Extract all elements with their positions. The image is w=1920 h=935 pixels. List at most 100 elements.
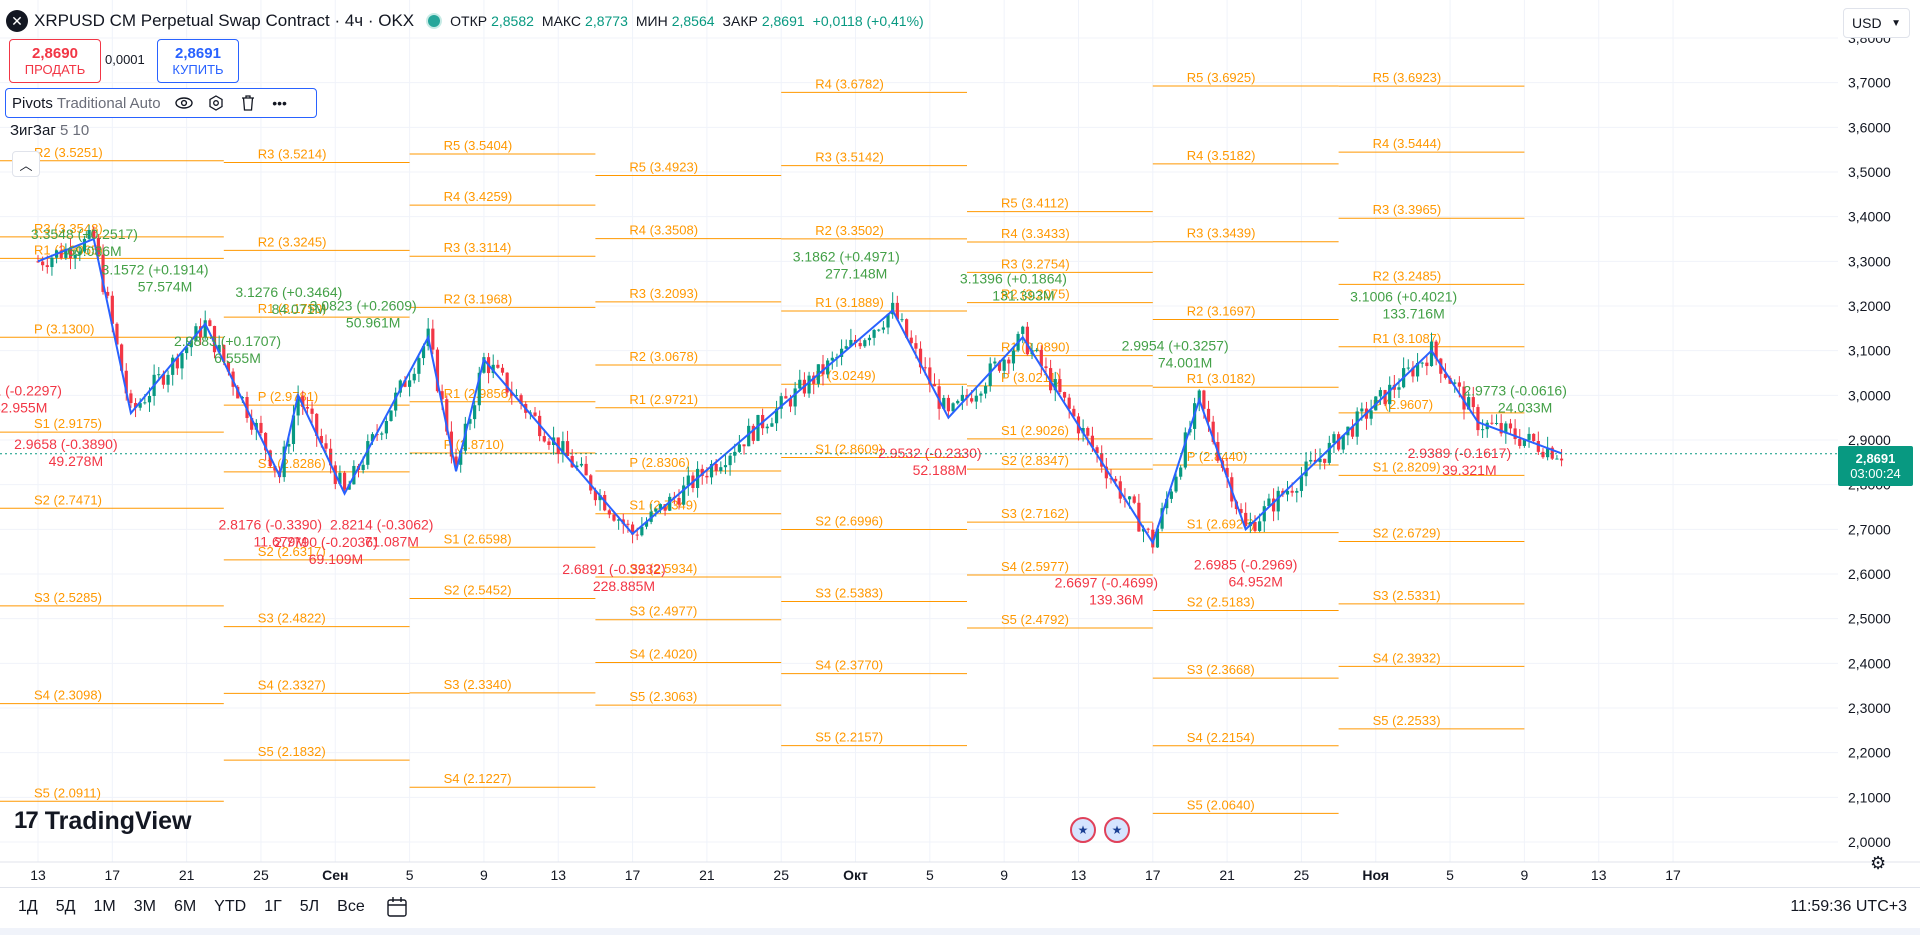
date-range-icon[interactable] — [385, 896, 411, 918]
candle-body — [705, 475, 709, 478]
zigzag-volume-label: 50.961M — [346, 314, 400, 330]
pivot-label: S5 (2.2533) — [1373, 713, 1441, 728]
candle-body — [900, 319, 904, 321]
timeframe-all[interactable]: Все — [337, 898, 365, 915]
candle-body — [459, 450, 463, 465]
candle-body — [68, 248, 73, 259]
timeframe-5d[interactable]: 5Д — [55, 898, 76, 915]
candle-body — [519, 395, 523, 404]
timeframe-ytd[interactable]: YTD — [214, 898, 247, 915]
candle-body — [1559, 458, 1564, 461]
candle-body — [1090, 435, 1095, 448]
pivot-label: S2 (2.6317) — [258, 544, 326, 559]
timeframe-1m[interactable]: 1М — [93, 898, 116, 915]
candle-body — [877, 329, 881, 331]
pivot-label: S2 (2.6729) — [1373, 525, 1441, 540]
y-tick-label: 2,7000 — [1848, 521, 1891, 537]
candle-body — [133, 403, 138, 408]
currency-selector[interactable]: USD ▼ — [1843, 8, 1910, 38]
candle-body — [547, 441, 551, 446]
pivot-label: S4 (2.3327) — [258, 677, 326, 692]
horizontal-scrollbar[interactable] — [0, 928, 1920, 935]
candle-body — [988, 363, 992, 386]
candle-body — [891, 302, 895, 315]
buy-button[interactable]: 2,8691 КУПИТЬ — [157, 39, 239, 83]
candle-body — [1100, 453, 1104, 467]
pivot-label: S1 (2.6598) — [444, 531, 512, 546]
x-tick-label: Сен — [322, 867, 348, 883]
indicator-params: Traditional Auto — [56, 94, 161, 112]
candle-body — [993, 361, 997, 364]
timeframe-1y[interactable]: 1Г — [264, 898, 282, 915]
timeframe-5y[interactable]: 5Л — [299, 898, 320, 915]
us-flag-icon[interactable]: ★ — [1104, 817, 1130, 843]
candle-body — [905, 319, 909, 338]
pivot-label: S4 (2.2154) — [1187, 730, 1255, 745]
market-status-icon[interactable] — [428, 15, 441, 27]
candle-body — [1555, 458, 1559, 460]
clock[interactable]: 11:59:36 UTC+3 — [1790, 898, 1907, 915]
candle-body — [1518, 439, 1522, 446]
candle-body — [584, 463, 588, 476]
candle-body — [1550, 447, 1554, 459]
candle-body — [389, 410, 393, 422]
x-tick-label: 9 — [480, 867, 488, 883]
candle-body — [630, 524, 635, 535]
low-value: 2,8564 — [671, 13, 715, 29]
candle-body — [1021, 326, 1025, 334]
x-tick-label: 25 — [773, 867, 789, 883]
collapse-indicators-button[interactable]: ︿ — [12, 151, 40, 177]
candle-body — [175, 357, 179, 369]
candle-body — [222, 344, 226, 362]
chart-settings-icon[interactable]: ⚙ — [1870, 853, 1887, 873]
candle-body — [1462, 386, 1466, 410]
pivot-label: S2 (2.8347) — [1001, 453, 1069, 468]
candle-body — [1179, 467, 1183, 477]
pivot-label: R4 (3.3433) — [1001, 226, 1070, 241]
candle-body — [682, 485, 686, 505]
candle-body — [473, 405, 477, 420]
candle-body — [1155, 528, 1160, 548]
candle-body — [115, 323, 119, 345]
candle-body — [82, 238, 87, 252]
timeframe-1d[interactable]: 1Д — [18, 898, 38, 915]
candle-body — [1527, 433, 1531, 440]
symbol-title[interactable]: XRPUSD CM Perpetual Swap Contract · 4ч ·… — [34, 11, 415, 30]
eye-icon[interactable] — [171, 92, 197, 114]
candle-body — [668, 496, 672, 511]
settings-icon[interactable] — [203, 92, 229, 114]
pivot-label: S5 (2.1832) — [258, 744, 326, 759]
candle-body — [366, 441, 370, 465]
candle-body — [87, 230, 91, 239]
candle-body — [932, 384, 937, 387]
candle-body — [895, 302, 899, 320]
indicator-pivots[interactable]: Pivots Traditional Auto ••• — [5, 88, 317, 118]
candle-body — [212, 325, 217, 353]
timeframe-3m[interactable]: 3М — [133, 898, 156, 915]
more-icon[interactable]: ••• — [272, 95, 287, 111]
candle-body — [1397, 387, 1401, 390]
candle-body — [575, 465, 579, 468]
timeframe-6m[interactable]: 6М — [173, 898, 197, 915]
candle-body — [886, 314, 890, 328]
candle-body — [1127, 496, 1132, 500]
sell-button[interactable]: 2,8690 ПРОДАТЬ — [9, 39, 101, 83]
trash-icon[interactable] — [235, 92, 261, 114]
candle-body — [147, 395, 152, 403]
zigzag-price-label: 2.6697 (-0.4699) — [1055, 574, 1159, 590]
candle-body — [1271, 498, 1276, 512]
candle-body — [1388, 384, 1392, 405]
pivot-label: S1 (2.8209) — [1373, 459, 1441, 474]
tradingview-logo[interactable]: 17 TradingView — [14, 806, 192, 836]
pivot-label: R3 (3.5142) — [815, 150, 884, 165]
x-tick-label: 5 — [926, 867, 934, 883]
candle-body — [663, 504, 667, 511]
y-tick-label: 2,5000 — [1848, 611, 1891, 627]
candle-body — [700, 468, 704, 476]
indicator-zigzag[interactable]: ЗигЗаг 5 10 — [10, 122, 89, 139]
candle-body — [1406, 367, 1410, 369]
candle-body — [937, 386, 941, 409]
x-tick-label: 13 — [1591, 867, 1607, 883]
us-flag-icon[interactable]: ★ — [1070, 817, 1096, 843]
